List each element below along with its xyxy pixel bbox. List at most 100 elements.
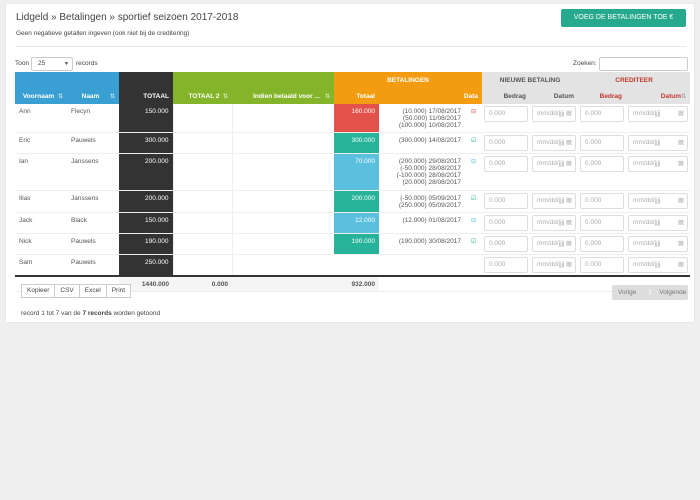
credit-amount-input[interactable]: 0.000 [580,192,625,209]
col-voornaam[interactable]: Voornaam ⇅ [15,72,67,104]
credit-amount-input[interactable]: 0.000 [580,256,625,273]
new-date-cell: mm/dd/jjjj ▦ [530,190,579,213]
new-date-cell: mm/dd/jjjj ▦ [530,254,579,276]
print-button[interactable]: Print [105,284,132,298]
credit-amount-input[interactable]: 0.000 [580,235,625,252]
next-button[interactable]: Volgende [659,289,687,296]
new-date-input[interactable]: mm/dd/jjjj ▦ [532,256,577,273]
cell-totaal: 300.000 [119,132,173,154]
cell-indien [231,212,334,234]
new-amount-input[interactable]: 0.000 [484,235,529,252]
col-bet-totaal[interactable]: Totaal [334,88,379,104]
credit-date-input[interactable]: mm/dd/jjjj ▦ [628,155,689,172]
page-title: Lidgeld » Betalingen » sportief seizoen … [16,12,239,23]
new-date-input[interactable]: mm/dd/jjjj ▦ [532,235,577,252]
cell-voornaam: Ian [15,153,67,191]
calendar-icon: ▦ [565,159,573,167]
cell-totaal2 [172,233,232,255]
status-icon[interactable]: ☑ [465,233,483,255]
credit-amount-cell: 0.000 [578,212,627,234]
status-icon[interactable] [465,254,483,276]
pagination: Vorige 1 Volgende [612,285,688,300]
credit-date-input[interactable]: mm/dd/jjjj ▦ [628,192,689,209]
credit-amount-cell: 0.000 [578,190,627,213]
table-row: Nick Pauwels 190.000 190.000 (190.000) 30/08… [15,233,691,255]
credit-date-input[interactable]: mm/dd/jjjj ▦ [628,214,689,231]
calendar-icon: ▦ [677,138,685,146]
new-amount-input[interactable]: 0.000 [484,155,529,172]
new-date-cell: mm/dd/jjjj ▦ [530,153,579,191]
search-input[interactable] [599,57,688,71]
new-amount-cell: 0.000 [482,190,531,213]
new-date-input[interactable]: mm/dd/jjjj ▦ [532,192,577,209]
cell-totaal2 [172,153,232,191]
col-indien[interactable]: Indien betaald voor ... ⇅ [232,72,334,104]
new-amount-input[interactable]: 0.000 [484,134,529,151]
credit-amount-input[interactable]: 0.000 [580,155,625,172]
cell-indien [231,233,334,255]
cell-bet-data: (12.000) 01/08/2017 [379,212,465,234]
cell-bet-totaal [334,254,379,276]
credit-amount-input[interactable]: 0.000 [580,106,625,122]
table-row: Sam Pauwels 250.000 0.000 mm/dd/jjjj ▦ 0.000 mm… [15,254,691,276]
new-amount-input[interactable]: 0.000 [484,106,529,122]
copy-button[interactable]: Kopieer [21,284,56,298]
cell-bet-data: (-50.000) 05/09/2017 (250.000) 05/09/201… [379,190,465,213]
new-amount-cell: 0.000 [482,104,531,133]
credit-date-input[interactable]: mm/dd/jjjj ▦ [628,256,689,273]
footer-totaal: 1440.000 [119,274,173,292]
cell-bet-data [379,254,465,276]
cell-totaal: 190.000 [119,233,173,255]
cell-indien [231,104,334,133]
credit-date-input[interactable]: mm/dd/jjjj ▦ [628,106,689,122]
status-icon[interactable]: ⊟ [465,153,483,191]
col-nb-datum[interactable]: Datum [530,88,579,104]
cell-indien [231,190,334,213]
add-payments-button[interactable]: VOEG DE BETALINGEN TOE € [561,9,686,27]
new-amount-cell: 0.000 [482,153,531,191]
group-crediteer: CREDITEER [578,72,691,88]
csv-button[interactable]: CSV [54,284,80,298]
col-bet-data[interactable]: Data [379,88,483,104]
credit-amount-cell: 0.000 [578,254,627,276]
new-amount-input[interactable]: 0.000 [484,192,529,209]
search-label: Zoeken: [573,60,597,67]
status-icon[interactable]: ⊟ [465,212,483,234]
col-cr-bedrag[interactable]: Bedrag [578,88,627,104]
status-icon[interactable]: ⊟ [465,104,483,133]
calendar-icon: ▦ [677,196,685,204]
col-cr-datum[interactable]: Datum ⇅ [626,88,691,104]
col-naam[interactable]: Naam ⇅ [67,72,119,104]
cell-voornaam: Ilias [15,190,67,213]
new-amount-cell: 0.000 [482,233,531,255]
new-amount-cell: 0.000 [482,132,531,154]
credit-date-input[interactable]: mm/dd/jjjj ▦ [628,235,689,252]
new-date-input[interactable]: mm/dd/jjjj ▦ [532,134,577,151]
credit-amount-input[interactable]: 0.000 [580,134,625,151]
cell-bet-totaal: 70.000 [334,153,379,191]
show-label: Toon [15,60,30,67]
calendar-icon: ▦ [677,218,685,226]
new-date-input[interactable]: mm/dd/jjjj ▦ [532,106,577,122]
footer-totaal2: 0.000 [173,274,232,292]
col-nb-bedrag[interactable]: Bedrag [482,88,531,104]
new-date-cell: mm/dd/jjjj ▦ [530,104,579,133]
col-totaal2[interactable]: TOTAAL 2 ⇅ [173,72,232,104]
footer-bet-totaal: 932.000 [334,274,379,292]
page-size-select[interactable]: 25 ▼ [31,57,73,71]
new-amount-input[interactable]: 0.000 [484,214,529,231]
credit-date-cell: mm/dd/jjjj ▦ [626,190,691,213]
col-totaal[interactable]: TOTAAL [119,72,173,104]
prev-button[interactable]: Vorige [617,289,637,296]
status-icon[interactable]: ☑ [465,190,483,213]
credit-amount-input[interactable]: 0.000 [580,214,625,231]
excel-button[interactable]: Excel [78,284,107,298]
credit-date-cell: mm/dd/jjjj ▦ [626,104,691,133]
credit-date-input[interactable]: mm/dd/jjjj ▦ [628,134,689,151]
new-date-input[interactable]: mm/dd/jjjj ▦ [532,155,577,172]
page-1-button[interactable]: 1 [648,289,652,296]
new-date-input[interactable]: mm/dd/jjjj ▦ [532,214,577,231]
credit-date-cell: mm/dd/jjjj ▦ [626,212,691,234]
new-amount-input[interactable]: 0.000 [484,256,529,273]
status-icon[interactable]: ☑ [465,132,483,154]
